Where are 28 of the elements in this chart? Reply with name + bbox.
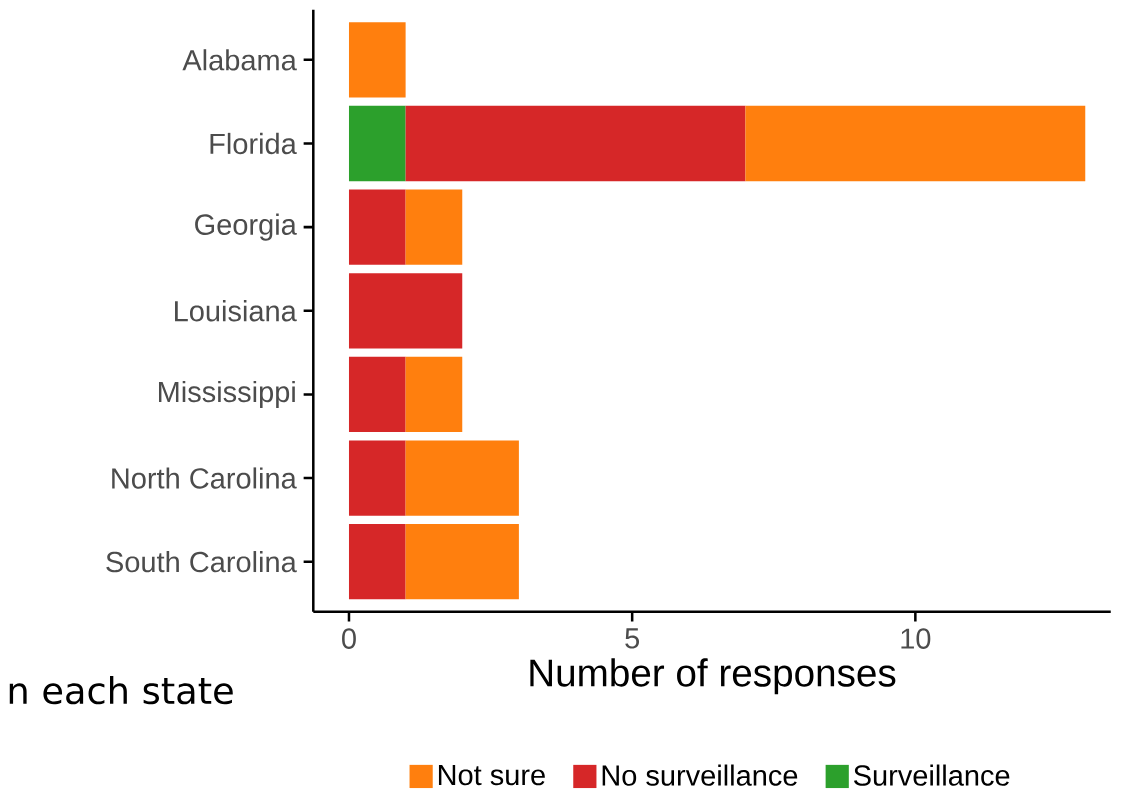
bar	[405, 356, 463, 432]
y-tick-label: Alabama	[182, 49, 297, 71]
bar	[348, 105, 406, 182]
x-axis-title: Number of responses	[530, 658, 896, 695]
bar	[348, 189, 406, 265]
legend-label: Surveillance	[853, 764, 1010, 786]
bar	[405, 523, 519, 600]
bar	[405, 189, 463, 265]
x-tick-label: 5	[625, 628, 640, 649]
bar	[405, 105, 746, 182]
y-tick-label: North Carolina	[112, 467, 297, 489]
legend-label: Not sure	[438, 764, 545, 786]
y-tick-label: Louisiana	[175, 300, 297, 322]
bar	[348, 523, 406, 600]
y-tick-label: Georgia	[195, 213, 297, 241]
bar	[348, 273, 463, 349]
text: n each state	[9, 675, 233, 705]
bar	[348, 440, 406, 516]
bar	[348, 22, 406, 98]
bar	[745, 105, 1086, 182]
y-tick-label: Mississippi	[158, 380, 295, 408]
y-tick-label: South Carolina	[106, 550, 297, 573]
legend-label: No surveillance	[602, 764, 798, 786]
x-tick-label: 0	[342, 628, 356, 649]
bar	[348, 356, 406, 432]
y-tick-label: Florida	[210, 132, 297, 155]
bar	[405, 440, 519, 516]
x-tick-label: 10	[901, 628, 931, 649]
